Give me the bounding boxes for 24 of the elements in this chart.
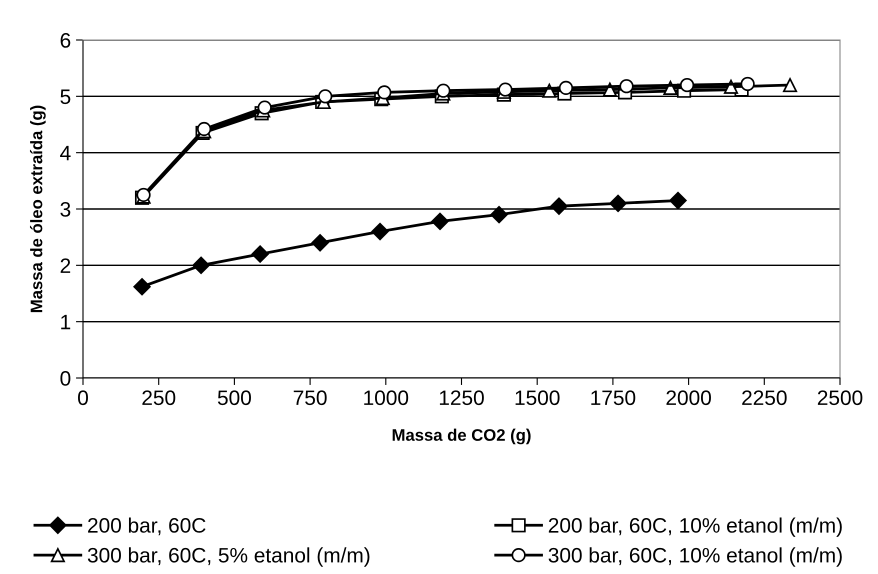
x-tick-label: 750 <box>294 390 327 406</box>
x-tick-label: 0 <box>78 390 88 406</box>
y-tick-label: 4 <box>60 146 71 160</box>
x-tick-label: 2250 <box>742 390 787 406</box>
x-tick-label: 1000 <box>364 390 408 406</box>
y-tick-label: 3 <box>60 202 70 217</box>
y-tick-label: 5 <box>60 90 70 104</box>
y-tick-label: 2 <box>60 258 70 273</box>
y-tick-label: 1 <box>61 314 70 330</box>
y-tick-label: 0 <box>60 371 70 386</box>
x-tick-label: 1500 <box>516 390 560 406</box>
x-axis-title: Massa de CO2 (g) <box>392 428 531 444</box>
x-tick-label: 500 <box>218 390 251 406</box>
legend-label: 200 bar, 60C <box>88 517 206 536</box>
x-tick-label: 250 <box>142 390 176 406</box>
y-tick-label: 6 <box>60 33 70 48</box>
legend-label: 300 bar, 60C, 5% etanol (m/m) <box>88 547 370 567</box>
x-tick-label: 2000 <box>666 390 711 406</box>
x-tick-label: 1250 <box>440 390 484 406</box>
y-axis-title: Massa de óleo extraída (g) <box>30 106 46 312</box>
x-tick-label: 2500 <box>818 390 862 406</box>
legend-label: 300 bar, 60C, 10% etanol (m/m) <box>548 547 842 567</box>
legend-label: 200 bar, 60C, 10% etanol (m/m) <box>548 517 842 537</box>
x-tick-label: 1750 <box>591 390 636 406</box>
